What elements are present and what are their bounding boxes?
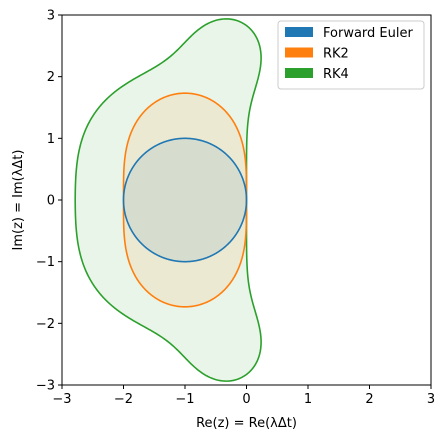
legend-swatch-forward-euler bbox=[285, 27, 313, 37]
legend-label-rk2: RK2 bbox=[323, 47, 349, 62]
plot-area bbox=[74, 18, 262, 382]
legend-label-forward-euler: Forward Euler bbox=[323, 26, 413, 41]
x-axis-label: Re(z) = Re(λΔt) bbox=[196, 416, 297, 431]
x-tick-label: 1 bbox=[304, 392, 312, 407]
x-tick-label: 0 bbox=[242, 392, 250, 407]
x-tick-label: −2 bbox=[114, 392, 133, 407]
y-tick-label: −1 bbox=[36, 255, 55, 270]
x-tick-label: −1 bbox=[175, 392, 194, 407]
y-tick-label: 1 bbox=[47, 132, 55, 147]
x-tick-label: 2 bbox=[365, 392, 373, 407]
legend-label-rk4: RK4 bbox=[323, 67, 349, 82]
region-fill-rk4 bbox=[75, 18, 262, 382]
legend-swatch-rk2 bbox=[285, 47, 313, 58]
y-tick-label: 2 bbox=[47, 70, 55, 85]
stability-boundary-forward-euler bbox=[122, 137, 248, 263]
x-tick-label: 3 bbox=[427, 392, 435, 407]
y-axis-label: Im(z) = Im(λΔt) bbox=[11, 150, 26, 251]
stability-boundary-rk4 bbox=[74, 18, 262, 382]
x-tick-label: −3 bbox=[52, 392, 71, 407]
y-tick-label: −2 bbox=[36, 317, 55, 332]
legend: Forward Euler RK2 RK4 bbox=[277, 20, 425, 90]
y-tick-label: 3 bbox=[47, 9, 55, 24]
region-fill-forward-euler bbox=[123, 138, 247, 262]
y-tick-label: 0 bbox=[47, 194, 55, 209]
legend-frame bbox=[277, 20, 425, 90]
legend-swatch-rk4 bbox=[285, 68, 313, 78]
y-tick-label: −3 bbox=[36, 379, 55, 394]
axis-ticks: −3 −2 −1 0 1 2 3 −3 −2 −1 0 1 2 3 bbox=[36, 9, 435, 408]
